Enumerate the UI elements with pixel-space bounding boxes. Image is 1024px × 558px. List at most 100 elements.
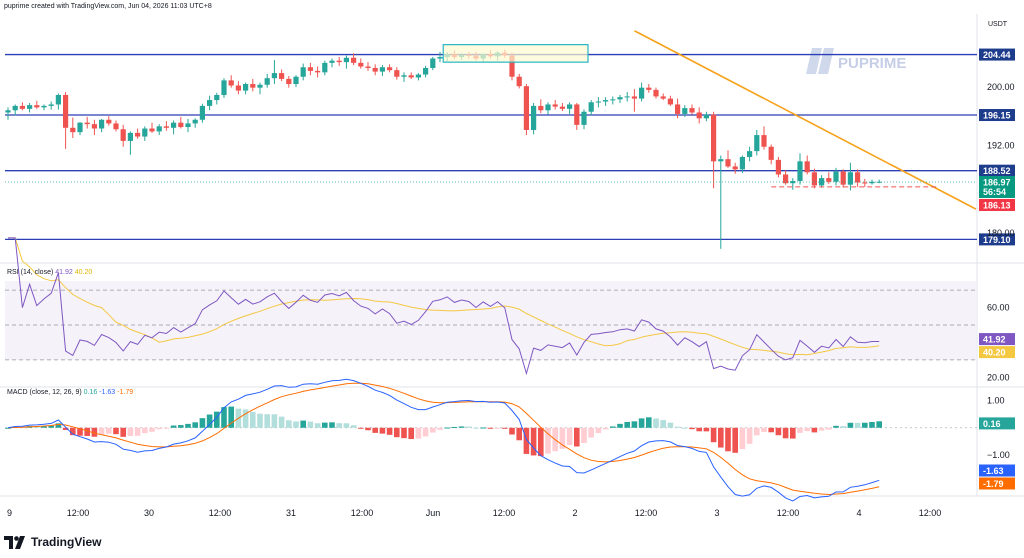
macd-histogram-bar <box>458 426 465 428</box>
candle-body <box>675 104 681 114</box>
watermark-text: PUPRIME <box>838 55 906 72</box>
candle-body <box>336 60 342 63</box>
level-price-label: 179.10 <box>983 235 1011 245</box>
macd-histogram-bar <box>192 422 198 428</box>
macd-histogram-bar <box>408 427 414 440</box>
bid-price-box <box>979 198 1015 211</box>
currency-label: USDT <box>988 21 1008 28</box>
macd-hist-label: 0.16 <box>983 419 1001 429</box>
candle-body <box>214 94 220 101</box>
candle-body <box>567 104 573 109</box>
candle-body <box>624 96 630 98</box>
candle-body <box>423 67 429 75</box>
macd-histogram-bar <box>415 427 422 439</box>
candle-body <box>617 97 623 100</box>
macd-histogram-bar <box>473 427 479 429</box>
macd-histogram-bar <box>487 427 494 429</box>
macd-histogram-bar <box>70 427 76 436</box>
candle-body <box>696 112 702 119</box>
overlays <box>5 30 977 210</box>
macd-histogram-bar <box>257 413 263 428</box>
macd-histogram-bar <box>264 414 270 428</box>
level-price-label: 188.52 <box>983 166 1011 176</box>
macd-histogram-bar <box>106 427 112 434</box>
macd-histogram-bar <box>797 427 803 433</box>
macd-value-label: -1.63 <box>983 466 1004 476</box>
candle-body <box>811 172 817 186</box>
macd-histogram-bar <box>178 425 184 428</box>
time-tick-label: 2 <box>572 508 577 518</box>
macd-histogram-bar <box>682 427 688 429</box>
time-tick-label: 12:00 <box>209 508 232 518</box>
macd-histogram-bar <box>343 423 350 428</box>
macd-histogram-bar <box>646 417 652 428</box>
candle-body <box>322 62 328 73</box>
rsi-pane <box>5 237 977 376</box>
candle-body <box>790 181 796 184</box>
rsi-ma-line <box>8 237 880 356</box>
macd-histogram-bar <box>689 427 695 430</box>
bid-price-label: 186.13 <box>983 200 1011 210</box>
candle-body <box>509 55 515 77</box>
macd-histogram-bar <box>242 409 249 428</box>
candles <box>5 49 882 249</box>
macd-histogram-bar <box>394 427 400 438</box>
macd-histogram-bar <box>660 420 666 428</box>
macd-histogram-bar <box>386 427 393 435</box>
candle-body <box>178 122 184 128</box>
macd-histogram-bar <box>365 427 371 431</box>
macd-histogram-bar <box>847 422 854 428</box>
candle-body <box>523 86 529 130</box>
macd-histogram-bar <box>732 427 738 453</box>
candle-body <box>70 127 76 133</box>
macd-histogram-bar <box>854 422 861 428</box>
macd-histogram-bar <box>293 421 299 428</box>
candle-body <box>711 114 717 162</box>
macd-histogram-bar <box>545 427 551 454</box>
time-tick-label: 31 <box>286 508 296 518</box>
candle-body <box>358 62 364 67</box>
macd-title-signal: -1.79 <box>117 389 133 396</box>
macd-histogram-bar <box>278 416 285 428</box>
macd-histogram-bar <box>271 414 278 428</box>
macd-histogram-bar <box>790 427 796 439</box>
macd-histogram-bar <box>811 427 818 433</box>
macd-histogram-bar <box>430 427 436 433</box>
candle-body <box>329 60 335 63</box>
candle-body <box>595 101 601 103</box>
macd-histogram-bar <box>617 423 623 428</box>
candle-body <box>55 94 61 105</box>
macd-histogram-bar <box>696 427 702 432</box>
macd-value-box <box>979 464 1015 477</box>
macd-histogram-bar <box>41 426 47 428</box>
macd-histogram-bar <box>300 420 306 428</box>
macd-histogram-bar <box>624 421 630 428</box>
rsi-title: RSI (14, close) 41.92 40.20 <box>7 269 92 276</box>
candle-body <box>279 73 285 79</box>
candle-body <box>574 104 580 125</box>
candle-body <box>869 181 875 184</box>
candle-body <box>739 156 745 170</box>
candle-body <box>149 128 155 132</box>
macd-pane <box>5 378 977 502</box>
candle-body <box>235 85 241 91</box>
puprime-watermark: PUPRIME <box>806 48 906 74</box>
candle-body <box>228 80 234 86</box>
macd-histogram-bar <box>286 420 292 428</box>
candle-body <box>135 132 141 137</box>
macd-histogram-bar <box>574 427 580 447</box>
macd-histogram-bar <box>480 427 486 429</box>
macd-histogram-bar <box>761 427 767 432</box>
tradingview-brand[interactable]: TradingView <box>4 535 101 549</box>
rsi-line <box>8 237 880 376</box>
candle-body <box>761 135 767 147</box>
rsi-value-box <box>979 333 1015 346</box>
candle-body <box>120 129 126 141</box>
macd-signal-label: -1.79 <box>983 479 1004 489</box>
candle-body <box>271 73 277 79</box>
macd-histogram-bar <box>725 427 731 452</box>
macd-histogram-bar <box>566 427 573 446</box>
macd-histogram-bar <box>134 427 141 436</box>
